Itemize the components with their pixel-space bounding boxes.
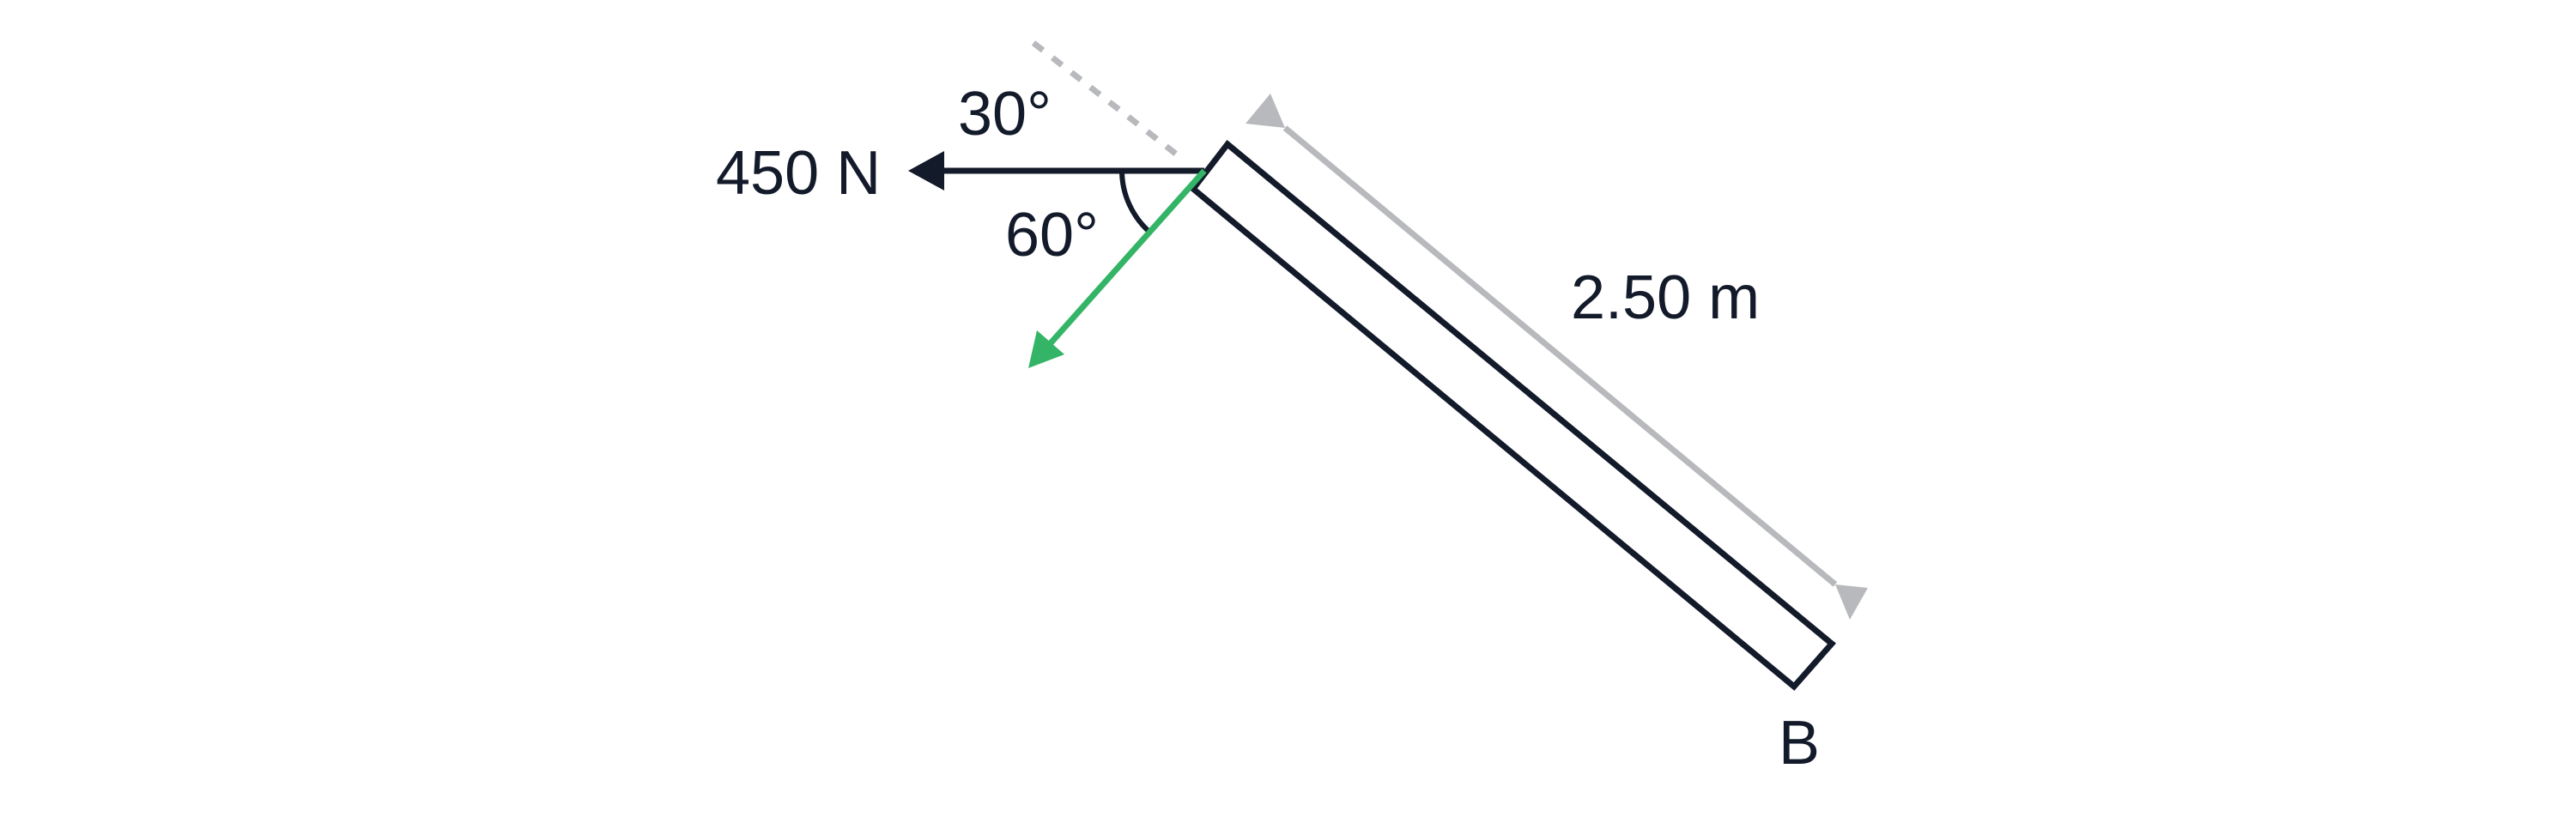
component-arrowhead bbox=[1028, 330, 1064, 368]
angle-arc bbox=[1119, 170, 1153, 235]
beam bbox=[1189, 139, 1837, 691]
length-label: 2.50 m bbox=[1571, 263, 1760, 332]
component-arrow-shaft bbox=[1046, 168, 1207, 348]
force-arrowhead bbox=[908, 151, 944, 191]
component-arrow bbox=[1028, 168, 1207, 368]
force-arrow bbox=[908, 151, 1204, 191]
dimension-line bbox=[1282, 125, 1838, 587]
angle-label-30: 30° bbox=[958, 80, 1052, 148]
force-label: 450 N bbox=[716, 139, 881, 208]
length-dimension bbox=[1246, 94, 1868, 620]
angle-label-60: 60° bbox=[1005, 201, 1099, 269]
dimension-arrowhead-bottom bbox=[1835, 584, 1868, 620]
dimension-arrowhead-top bbox=[1246, 94, 1285, 128]
dashed-reference-line bbox=[1031, 40, 1184, 160]
point-label-b: B bbox=[1779, 709, 1820, 778]
